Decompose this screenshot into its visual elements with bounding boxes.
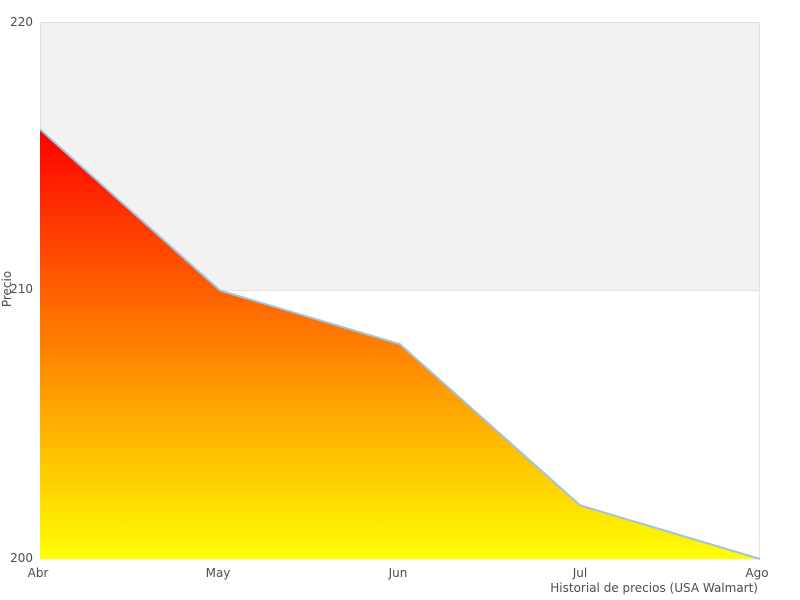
y-axis-title: Precio [0, 271, 14, 307]
y-tick-200: 200 [10, 551, 33, 565]
x-tick-may: May [206, 566, 231, 580]
x-tick-abr: Abr [28, 566, 49, 580]
y-axis: 220 210 200 Precio [0, 15, 33, 565]
x-tick-ago: Ago [745, 566, 768, 580]
price-line [39, 128, 761, 560]
x-tick-jun: Jun [388, 566, 408, 580]
x-tick-jul: Jul [572, 566, 587, 580]
y-tick-210: 210 [10, 282, 33, 296]
x-axis-title: Historial de precios (USA Walmart) [550, 581, 758, 595]
x-axis: Abr May Jun Jul Ago Historial de precios… [28, 566, 769, 595]
y-tick-220: 220 [10, 15, 33, 29]
